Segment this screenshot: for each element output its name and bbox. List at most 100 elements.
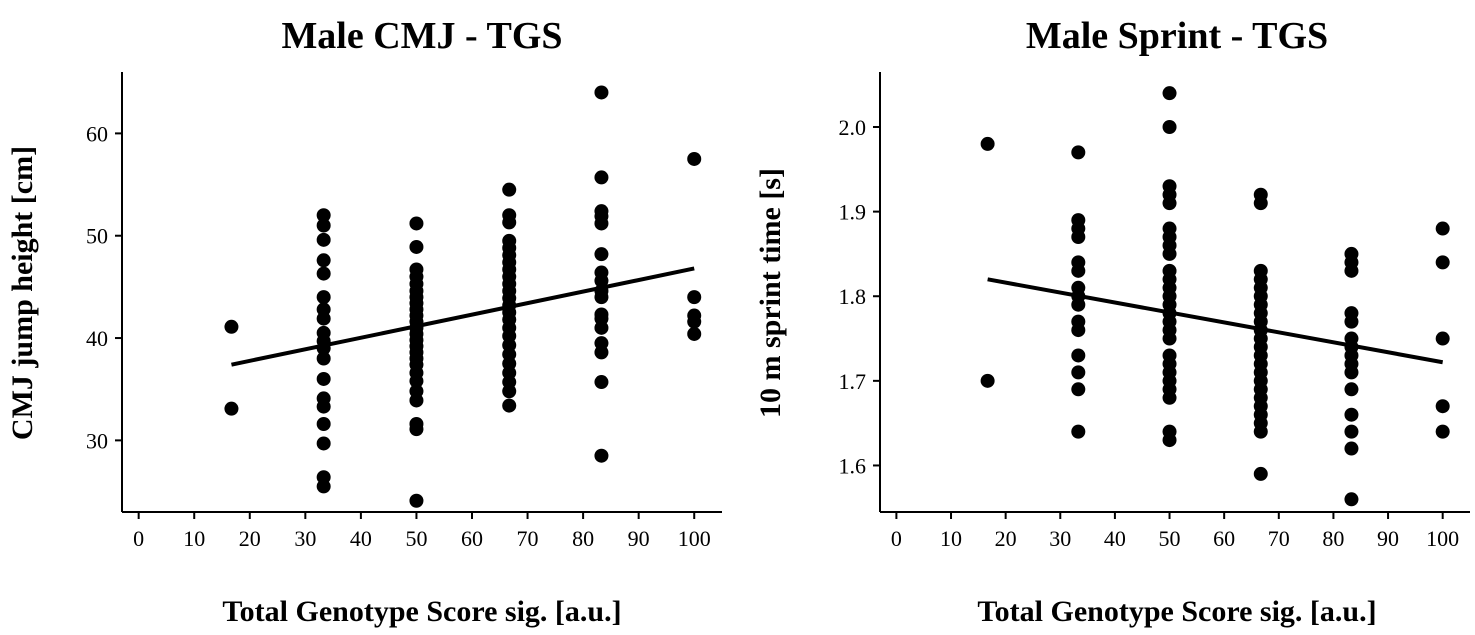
data-point — [316, 232, 331, 247]
data-point — [409, 374, 424, 389]
data-point — [1435, 331, 1450, 346]
data-point — [1162, 331, 1177, 346]
x-tick-label: 60 — [461, 526, 483, 551]
data-point — [316, 436, 331, 451]
data-point — [316, 479, 331, 494]
data-point — [1253, 424, 1268, 439]
x-tick-label: 30 — [1049, 526, 1071, 551]
x-tick-label: 80 — [1322, 526, 1344, 551]
data-point — [316, 208, 331, 223]
x-tick-label: 20 — [239, 526, 261, 551]
data-point — [1344, 365, 1359, 380]
data-point — [594, 320, 609, 335]
data-point — [316, 290, 331, 305]
data-point — [502, 398, 517, 413]
data-point — [1435, 221, 1450, 236]
data-point — [594, 216, 609, 231]
data-point — [1344, 424, 1359, 439]
y-axis-label: CMJ jump height [cm] — [6, 146, 39, 440]
data-point — [1162, 433, 1177, 448]
data-point — [1344, 314, 1359, 329]
data-point — [502, 215, 517, 230]
data-point — [316, 266, 331, 281]
data-point — [687, 290, 702, 305]
y-tick-label: 1.6 — [839, 453, 867, 478]
data-point — [1253, 196, 1268, 211]
data-point — [502, 384, 517, 399]
data-point — [224, 319, 239, 334]
trend-line — [987, 277, 1444, 365]
data-point — [1071, 424, 1086, 439]
trend-line — [231, 266, 695, 367]
y-tick-label: 1.7 — [839, 369, 867, 394]
x-tick-label: 60 — [1213, 526, 1235, 551]
y-tick-label: 40 — [86, 326, 108, 351]
data-point — [1162, 196, 1177, 211]
data-point — [980, 373, 995, 388]
data-point — [687, 151, 702, 166]
data-point — [1071, 230, 1086, 244]
x-tick-label: 20 — [995, 526, 1017, 551]
data-point — [224, 401, 239, 416]
x-tick-label: 90 — [628, 526, 650, 551]
data-point — [594, 345, 609, 360]
data-point — [1344, 407, 1359, 422]
data-point — [594, 273, 609, 288]
data-point — [687, 314, 702, 329]
data-point — [1071, 382, 1086, 397]
data-point — [594, 375, 609, 390]
x-tick-label: 10 — [940, 526, 962, 551]
data-point — [1253, 466, 1268, 481]
data-point — [316, 218, 331, 233]
y-tick-label: 2.0 — [839, 115, 867, 140]
data-point — [409, 393, 424, 408]
x-tick-label: 100 — [1426, 526, 1459, 551]
x-tick-label: 50 — [1159, 526, 1181, 551]
data-point — [1344, 263, 1359, 278]
data-point — [594, 247, 609, 262]
x-tick-label: 40 — [1104, 526, 1126, 551]
data-point — [316, 351, 331, 366]
data-point — [316, 399, 331, 414]
data-point — [1344, 382, 1359, 397]
data-point — [409, 216, 424, 231]
data-point — [980, 136, 995, 151]
data-point — [1435, 399, 1450, 414]
x-tick-label: 30 — [294, 526, 316, 551]
data-point — [1162, 86, 1177, 101]
data-point — [594, 448, 609, 463]
y-tick-label: 30 — [86, 428, 108, 453]
data-point — [1435, 255, 1450, 270]
x-tick-label: 70 — [1268, 526, 1290, 551]
data-point — [409, 422, 424, 437]
data-point — [1435, 424, 1450, 439]
x-tick-label: 0 — [891, 526, 902, 551]
data-point — [316, 371, 331, 386]
data-point — [316, 253, 331, 268]
data-point — [1071, 145, 1086, 160]
sprint-panel: Male Sprint - TGS 10 m sprint time [s] T… — [754, 15, 1470, 628]
data-point — [1344, 492, 1359, 507]
data-point — [1071, 323, 1086, 338]
x-tick-label: 10 — [183, 526, 205, 551]
data-point — [687, 326, 702, 341]
data-point — [409, 493, 424, 508]
data-point — [594, 170, 609, 185]
x-tick-label: 80 — [572, 526, 594, 551]
data-point — [1162, 120, 1177, 134]
chart-title: Male CMJ - TGS — [281, 15, 562, 57]
y-tick-label: 50 — [86, 224, 108, 249]
data-point — [1344, 441, 1359, 456]
x-tick-label: 100 — [678, 526, 711, 551]
data-point — [1162, 246, 1177, 261]
y-tick-label: 60 — [86, 121, 108, 146]
data-point — [502, 182, 517, 197]
cmj-panel: Male CMJ - TGS CMJ jump height [cm] Tota… — [6, 15, 722, 628]
chart-title: Male Sprint - TGS — [1026, 15, 1328, 57]
x-tick-label: 90 — [1377, 526, 1399, 551]
x-tick-label: 0 — [133, 526, 144, 551]
data-point — [1071, 365, 1086, 380]
x-axis-label: Total Genotype Score sig. [a.u.] — [977, 595, 1376, 628]
